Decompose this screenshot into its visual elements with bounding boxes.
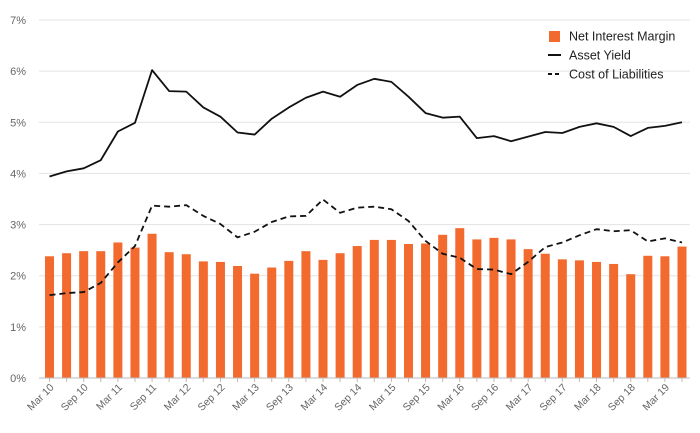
bar: [233, 266, 243, 378]
x-tick-label: Mar 15: [367, 382, 399, 414]
line-cost-of-liabilities: [49, 198, 683, 297]
bar: [62, 253, 72, 378]
bar: [677, 246, 687, 378]
x-tick-label: Sep 10: [59, 382, 91, 414]
y-tick-label: 2%: [10, 271, 26, 283]
bar: [472, 239, 482, 378]
grid-lines: [39, 19, 690, 328]
x-tick-label: Mar 16: [435, 382, 467, 414]
bar: [164, 252, 174, 378]
x-tick-label: Sep 16: [469, 382, 501, 414]
bar-series-net-interest-margin: [45, 228, 687, 378]
bar: [609, 263, 619, 378]
bar: [45, 256, 54, 378]
bar: [523, 249, 533, 378]
bar: [147, 233, 157, 378]
line-asset-yield: [49, 69, 683, 178]
x-tick-label: Sep 11: [128, 382, 160, 414]
legend-swatch-net-interest-margin: [549, 31, 560, 42]
x-tick-label: Sep 15: [401, 382, 433, 414]
bar: [267, 267, 277, 378]
bar: [79, 251, 89, 378]
bar: [403, 244, 413, 378]
x-tick-label: Mar 12: [162, 382, 194, 414]
x-tick-label: Sep 12: [196, 382, 228, 414]
y-tick-label: 7%: [10, 15, 26, 27]
bar: [250, 273, 260, 378]
y-tick-label: 4%: [10, 168, 26, 180]
bar: [643, 255, 653, 378]
bar: [592, 261, 602, 378]
bar: [506, 239, 516, 378]
bar: [335, 253, 345, 378]
y-axis-ticks: 0% 1% 2% 3% 4% 5% 6% 7%: [10, 15, 26, 385]
y-tick-label: 3%: [10, 220, 26, 232]
x-tick-label: Mar 10: [25, 382, 57, 414]
bar: [386, 239, 396, 378]
bar: [96, 251, 106, 378]
x-tick-label: Sep 17: [537, 382, 569, 414]
legend-label-cost-of-liabilities: Cost of Liabilities: [569, 68, 664, 82]
y-tick-label: 6%: [10, 66, 26, 78]
bar: [557, 259, 567, 378]
bar: [421, 243, 431, 378]
legend-label-asset-yield: Asset Yield: [569, 49, 631, 63]
line-series-group: [49, 69, 683, 297]
x-tick-label: Mar 11: [94, 382, 125, 413]
x-tick-label: Mar 13: [230, 382, 262, 414]
bar: [181, 254, 191, 378]
bar: [540, 253, 550, 378]
bar: [198, 261, 208, 378]
y-tick-label: 1%: [10, 322, 26, 334]
bar: [113, 242, 123, 378]
legend-label-net-interest-margin: Net Interest Margin: [569, 30, 675, 44]
bar: [369, 239, 379, 378]
y-tick-label: 0%: [10, 373, 26, 385]
bar: [352, 246, 362, 378]
bar: [301, 251, 311, 378]
x-axis: Mar 10 Sep 10 Mar 11 Sep 11 Mar 12 Sep 12 Mar …: [25, 377, 690, 414]
bar: [215, 261, 225, 378]
bar: [284, 260, 294, 378]
bar: [130, 247, 140, 378]
bar: [438, 234, 448, 378]
bar: [489, 237, 499, 378]
bar: [455, 228, 465, 378]
x-tick-label: Mar 17: [504, 382, 536, 414]
bar: [626, 274, 636, 378]
x-tick-label: Sep 14: [332, 382, 364, 414]
bar: [318, 259, 328, 378]
x-tick-label: Mar 19: [640, 382, 672, 414]
bar: [660, 256, 670, 378]
legend: Net Interest Margin Asset Yield Cost of Li…: [548, 30, 675, 82]
y-tick-label: 5%: [10, 117, 26, 129]
x-tick-label: Sep 18: [606, 382, 638, 414]
x-tick-label: Sep 13: [264, 382, 296, 414]
x-tick-label: Mar 18: [572, 382, 604, 414]
x-tick-label: Mar 14: [299, 382, 331, 414]
bar: [574, 260, 584, 378]
